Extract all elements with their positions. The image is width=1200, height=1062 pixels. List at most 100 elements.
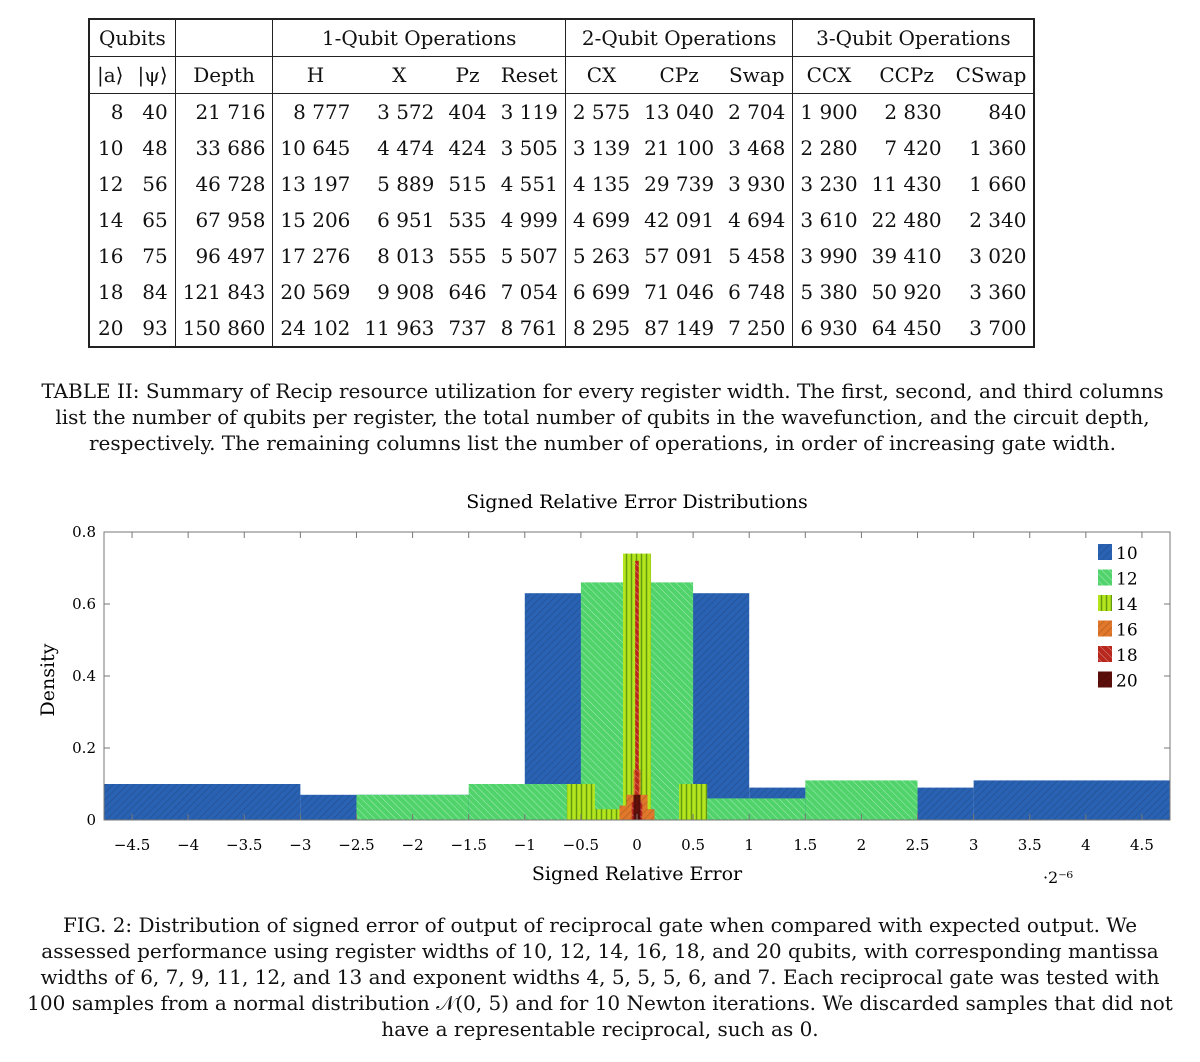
table-row: 12 56 46 728 13 197 5 889 515 4 551 4 135 29 739… <box>87 166 1036 202</box>
column-header: CCPz <box>864 56 949 94</box>
table-cell: 7 420 <box>884 136 942 160</box>
table-cell: 3 990 <box>792 238 865 274</box>
table-cell: 5 458 <box>728 244 786 268</box>
table-cell: 48 <box>142 136 168 160</box>
table-cell: 3 505 <box>500 136 558 160</box>
table-cell: 150 860 <box>174 310 273 348</box>
table-cell: 40 <box>142 100 168 124</box>
table-cell: 12 <box>87 166 131 202</box>
x-tick-label: −2 <box>402 836 424 854</box>
legend-label: 16 <box>1116 621 1138 641</box>
x-tick-label: −4.5 <box>114 836 150 854</box>
table-cell: 3 119 <box>500 100 558 124</box>
table-cell: 20 <box>87 310 131 348</box>
table-cell: 424 <box>448 136 487 160</box>
table-cell: 5 889 <box>377 172 435 196</box>
table-cell: 50 920 <box>871 280 942 304</box>
bar-hatch <box>647 809 655 820</box>
table-cell: 10 645 <box>272 130 358 166</box>
table-cell: 4 474 <box>377 136 435 160</box>
table-cell: 22 480 <box>871 208 942 232</box>
x-tick-label: −2.5 <box>338 836 374 854</box>
x-scale-note: ·2⁻⁶ <box>1043 868 1073 887</box>
table-row: 8 40 21 716 8 777 3 572 404 3 119 2 575 13 040 2 … <box>87 93 1036 130</box>
table-cell: 9 908 <box>377 280 435 304</box>
table-cell: 11 963 <box>357 310 442 348</box>
table-cell: 16 <box>87 238 131 274</box>
table-cell: 8 761 <box>493 310 566 348</box>
table-cell: 3 468 <box>728 136 786 160</box>
table-cell: 121 843 <box>174 274 273 310</box>
table-cell: 4 135 <box>564 166 638 202</box>
legend-hatch <box>1098 544 1112 560</box>
table-cell: 8 013 <box>377 244 435 268</box>
table-cell: 840 <box>948 93 1036 130</box>
table-cell: 67 958 <box>174 202 273 238</box>
table-cell: 4 551 <box>500 172 558 196</box>
column-header: |a⟩ <box>87 56 131 94</box>
bar-hatch <box>693 798 806 820</box>
table-cell: 5 507 <box>500 244 558 268</box>
table-cell: 737 <box>441 310 494 348</box>
table-cell: 7 250 <box>721 310 793 348</box>
table-cell: 3 230 <box>792 166 865 202</box>
table-cell: 84 <box>142 280 168 304</box>
table-cell: 535 <box>448 208 487 232</box>
table-cell: 18 <box>87 274 131 310</box>
table-cell: 5 380 <box>792 274 865 310</box>
x-tick-label: 3.5 <box>1018 836 1042 854</box>
table-cell: 3 139 <box>564 130 638 166</box>
table-cell: 13 197 <box>272 166 358 202</box>
y-tick-label: 0.2 <box>72 739 96 757</box>
table-cell: 6 699 <box>564 274 638 310</box>
group-header-3qubit: 3-Qubit Operations <box>792 18 1036 57</box>
column-header: Reset <box>493 56 566 94</box>
bar-hatch <box>638 802 643 820</box>
x-tick-label: 4 <box>1081 836 1091 854</box>
column-header: CCX <box>792 56 865 94</box>
group-header-1qubit: 1-Qubit Operations <box>272 18 566 57</box>
bar-hatch <box>300 794 357 820</box>
x-tick-label: 3 <box>969 836 979 854</box>
bar-hatch <box>805 780 918 820</box>
column-header: Swap <box>721 56 793 94</box>
table-cell: 56 <box>142 172 168 196</box>
table-cell: 3 700 <box>948 310 1036 348</box>
table-cell: 3 572 <box>377 100 435 124</box>
group-header-qubits: Qubits <box>87 18 176 57</box>
legend-hatch <box>1098 646 1112 662</box>
resource-table: Qubits 1-Qubit Operations 2-Qubit Operat… <box>87 18 1036 348</box>
y-tick-label: 0.8 <box>72 523 96 541</box>
x-tick-label: −1 <box>514 836 536 854</box>
table-cell: 96 497 <box>174 238 273 274</box>
table-row: 10 48 33 686 10 645 4 474 424 3 505 3 139 21 100… <box>87 130 1036 166</box>
table-cell: 2 704 <box>728 100 786 124</box>
x-axis-label: Signed Relative Error <box>532 863 743 885</box>
table-cell: 6 951 <box>377 208 435 232</box>
table-cell: 17 276 <box>272 238 358 274</box>
column-header-row: |a⟩ |ψ⟩ Depth H X Pz Reset CX CPz Swap CCX CCPz CSwa… <box>87 56 1036 94</box>
table-cell: 555 <box>448 244 487 268</box>
table-row: 20 93 150 860 24 102 11 963 737 8 761 8 295 87 1… <box>87 310 1036 348</box>
x-tick-label: −0.5 <box>563 836 599 854</box>
table-cell: 46 728 <box>174 166 273 202</box>
table-cell: 13 040 <box>644 100 715 124</box>
legend-label: 18 <box>1116 646 1138 666</box>
table-cell: 3 610 <box>792 202 865 238</box>
legend-hatch <box>1098 569 1112 586</box>
bar-hatch <box>619 805 627 820</box>
y-tick-label: 0.4 <box>72 667 96 685</box>
table-cell: 15 206 <box>272 202 358 238</box>
column-header: H <box>272 56 358 94</box>
table-cell: 11 430 <box>871 172 942 196</box>
table-cell: 515 <box>448 172 487 196</box>
bar-hatch <box>636 794 638 820</box>
legend-hatch <box>1098 620 1112 637</box>
table-cell: 8 777 <box>272 93 358 130</box>
figure-caption: FIG. 2: Distribution of signed error of … <box>27 913 1173 1041</box>
table-cell: 6 930 <box>792 310 865 348</box>
column-header: Depth <box>174 56 273 94</box>
x-tick-label: 4.5 <box>1130 836 1154 854</box>
table-cell: 1 360 <box>948 130 1036 166</box>
bar-hatch <box>973 780 1170 820</box>
